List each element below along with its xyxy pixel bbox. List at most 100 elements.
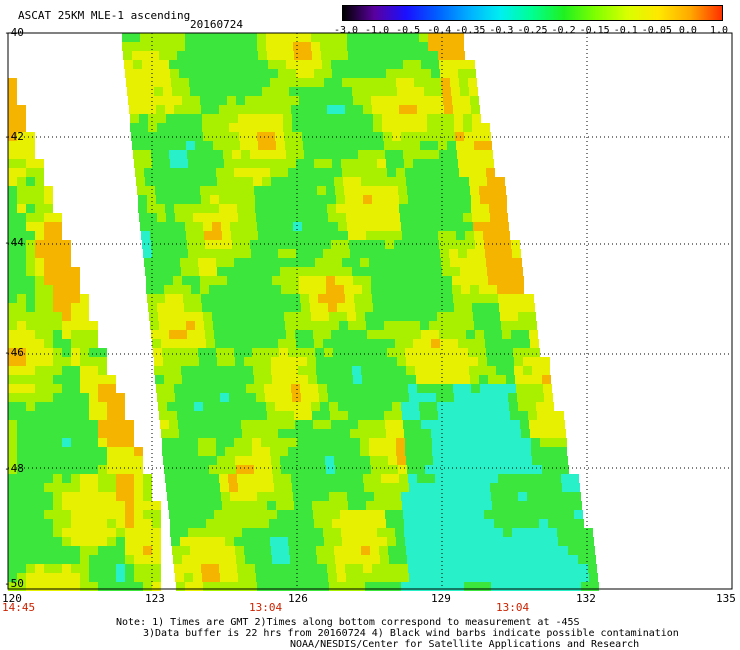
swath-cell (509, 582, 518, 591)
swath-cell (89, 330, 98, 339)
swath-cell (322, 150, 331, 159)
swath-cell (256, 393, 265, 402)
swath-cell (227, 465, 236, 474)
swath-cell (392, 492, 401, 501)
swath-cell (465, 321, 474, 330)
swath-cell (8, 528, 17, 537)
swath-cell (229, 393, 238, 402)
swath-cell (8, 582, 17, 591)
swath-cell (459, 537, 468, 546)
swath-cell (233, 339, 242, 348)
swath-cell (457, 330, 466, 339)
swath-cell (169, 240, 178, 249)
swath-cell (315, 258, 324, 267)
swath-cell (449, 519, 458, 528)
swath-cell (71, 438, 80, 447)
swath-cell (17, 528, 26, 537)
swath-cell (386, 159, 395, 168)
swath-cell (428, 312, 437, 321)
swath-cell (342, 348, 351, 357)
swath-cell (474, 501, 483, 510)
swath-cell (397, 546, 406, 555)
swath-cell (306, 447, 315, 456)
swath-cell (325, 87, 334, 96)
swath-cell (53, 384, 62, 393)
swath-cell (522, 447, 531, 456)
swath-cell (17, 357, 26, 366)
swath-cell (155, 276, 164, 285)
swath-cell (496, 177, 505, 186)
swath-cell (428, 492, 437, 501)
swath-cell (71, 519, 80, 528)
swath-cell (166, 303, 175, 312)
swath-cell (303, 501, 312, 510)
swath-cell (419, 42, 428, 51)
swath-cell (44, 402, 53, 411)
swath-cell (53, 303, 62, 312)
swath-cell (366, 231, 375, 240)
swath-cell (200, 465, 209, 474)
swath-cell (427, 573, 436, 582)
swath-cell (395, 519, 404, 528)
swath-cell (324, 348, 333, 357)
swath-cell (107, 465, 116, 474)
swath-cell (213, 321, 222, 330)
swath-cell (230, 312, 239, 321)
swath-cell (475, 150, 484, 159)
swath-cell (508, 393, 517, 402)
swath-cell (226, 357, 235, 366)
swath-cell (198, 78, 207, 87)
swath-cell (62, 456, 71, 465)
swath-cell (299, 465, 308, 474)
swath-cell (496, 546, 505, 555)
swath-cell (222, 501, 231, 510)
swath-cell (275, 42, 284, 51)
swath-cell (295, 510, 304, 519)
swath-cell (188, 519, 197, 528)
swath-cell (375, 231, 384, 240)
swath-cell (307, 267, 316, 276)
swath-cell (176, 402, 185, 411)
swath-cell (328, 213, 337, 222)
swath-cell (554, 582, 563, 591)
swath-cell (62, 312, 71, 321)
swath-cell (116, 483, 125, 492)
swath-cell (504, 438, 513, 447)
swath-cell (222, 411, 231, 420)
colorbar-label: -0.35 (455, 25, 486, 36)
swath-cell (336, 204, 345, 213)
swath-cell (271, 87, 280, 96)
swath-cell (435, 474, 444, 483)
swath-cell (377, 69, 386, 78)
swath-cell (71, 393, 80, 402)
swath-cell (498, 204, 507, 213)
swath-cell (355, 303, 364, 312)
swath-cell (264, 474, 273, 483)
swath-cell (223, 240, 232, 249)
swath-cell (146, 276, 155, 285)
swath-cell (379, 357, 388, 366)
swath-cell (315, 78, 324, 87)
swath-cell (269, 519, 278, 528)
swath-cell (210, 384, 219, 393)
swath-cell (264, 294, 273, 303)
swath-cell (386, 339, 395, 348)
swath-cell (403, 420, 412, 429)
swath-cell (175, 114, 184, 123)
swath-cell (295, 330, 304, 339)
swath-cell (415, 87, 424, 96)
swath-cell (323, 339, 332, 348)
swath-cell (299, 276, 308, 285)
swath-cell (576, 537, 585, 546)
swath-cell (573, 501, 582, 510)
swath-cell (177, 321, 186, 330)
swath-cell (346, 213, 355, 222)
swath-cell (413, 339, 422, 348)
swath-cell (480, 474, 489, 483)
swath-cell (53, 276, 62, 285)
swath-cell (387, 258, 396, 267)
swath-cell (331, 150, 340, 159)
swath-cell (535, 393, 544, 402)
swath-cell (386, 429, 395, 438)
swath-cell (53, 510, 62, 519)
